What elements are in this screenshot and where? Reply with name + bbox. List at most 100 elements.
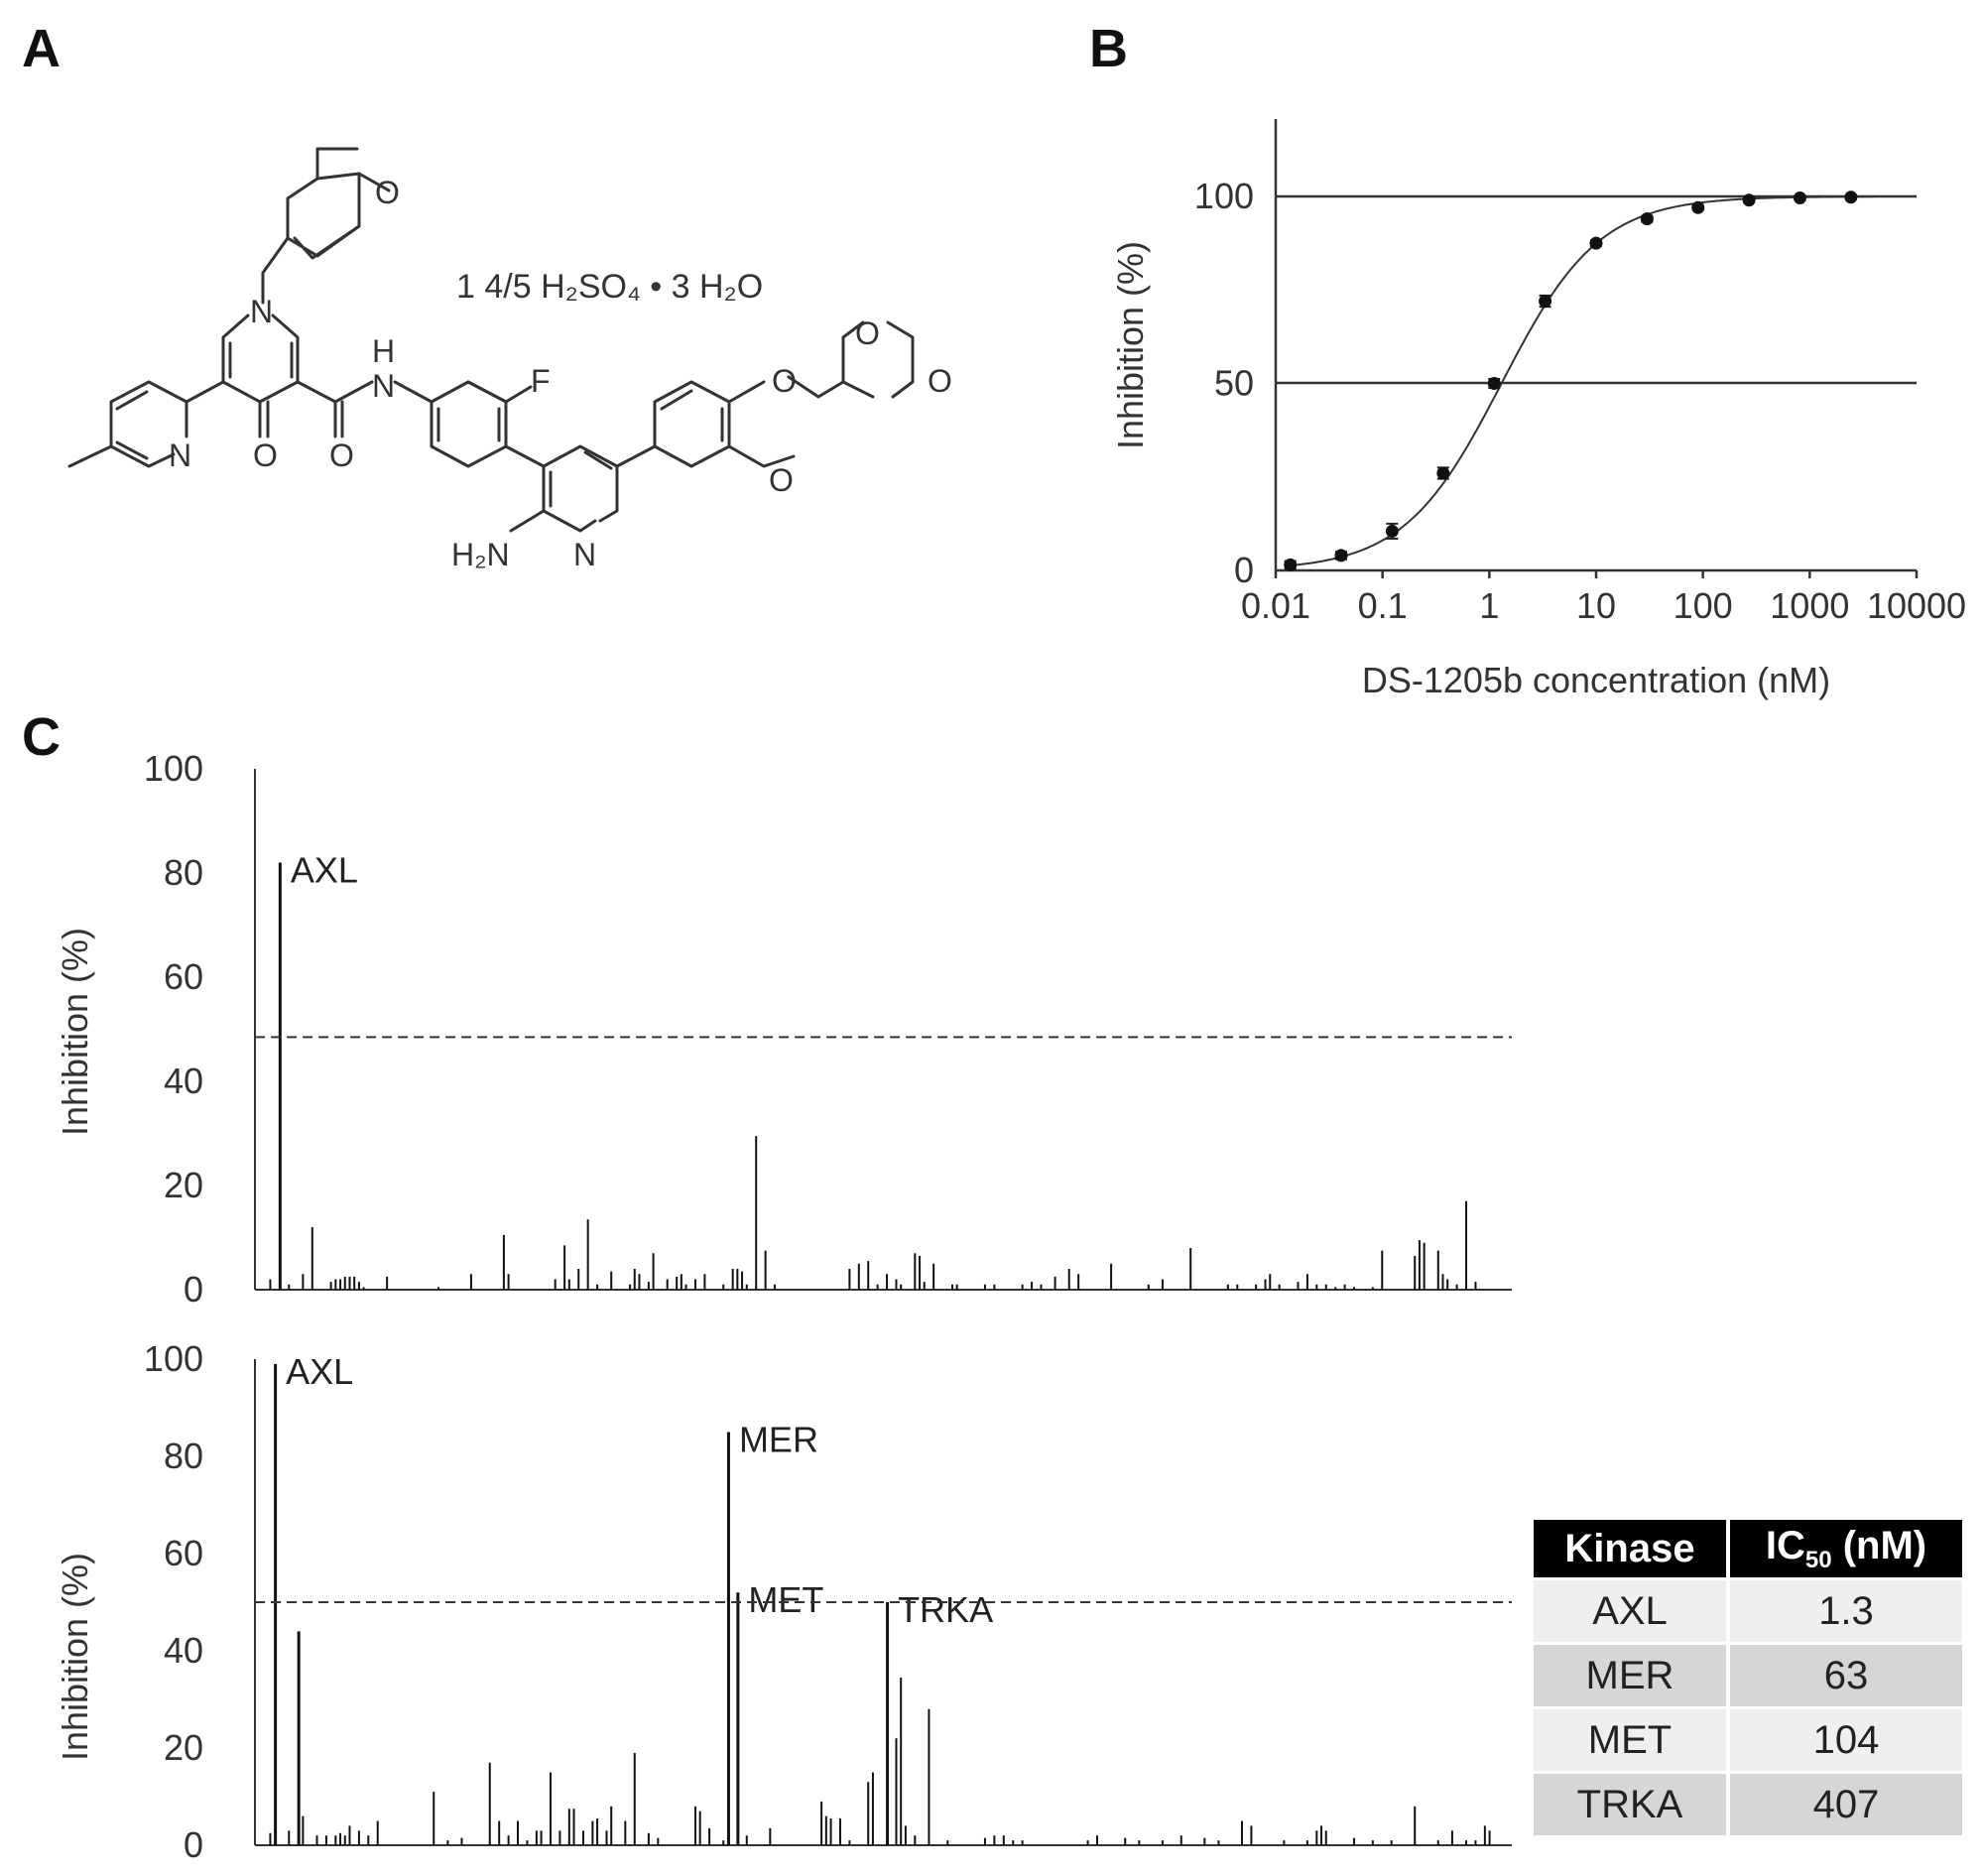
y-axis-title: Inhibition (%) <box>55 928 95 1136</box>
bar <box>1250 1825 1253 1845</box>
ic50-value: 407 <box>1726 1771 1962 1835</box>
bar <box>460 1837 463 1845</box>
y-tick-label: 0 <box>184 1824 203 1865</box>
bar <box>1236 1284 1239 1290</box>
bar <box>1021 1284 1024 1290</box>
bar <box>1353 1837 1356 1845</box>
bar <box>572 1809 575 1845</box>
bar <box>684 1284 687 1290</box>
bar <box>1179 1835 1182 1845</box>
header-ic50: IC50 (nM) <box>1726 1520 1962 1579</box>
bar <box>357 1282 360 1290</box>
data-point <box>1487 377 1501 390</box>
bar <box>1189 1248 1192 1290</box>
bar <box>1040 1284 1043 1290</box>
bar <box>638 1274 641 1290</box>
kinase-name: MER <box>1534 1642 1728 1708</box>
bar <box>895 1279 898 1290</box>
bar <box>596 1284 599 1290</box>
bar <box>1446 1279 1449 1290</box>
y-tick-label: 40 <box>164 1061 203 1101</box>
bar <box>274 1363 278 1845</box>
bar <box>581 1830 584 1845</box>
atom-label: O <box>375 175 400 210</box>
bar <box>1465 1840 1468 1845</box>
bar <box>928 1708 930 1845</box>
data-point <box>1589 236 1603 250</box>
bar <box>1305 1274 1308 1290</box>
atom-label: N <box>169 438 191 473</box>
ic50-value: 1.3 <box>1726 1577 1962 1644</box>
salt-formula: 1 4/5 H₂SO₄ • 3 H₂O <box>456 268 763 306</box>
x-tick-label: 1000 <box>1770 585 1849 626</box>
y-tick-label: 100 <box>144 1338 203 1379</box>
bar <box>1324 1284 1327 1290</box>
bar <box>745 1835 748 1845</box>
kinase-name: AXL <box>1534 1577 1728 1644</box>
bar <box>1414 1806 1417 1845</box>
atom-label: O <box>928 363 952 399</box>
bar <box>343 1276 346 1290</box>
bar <box>343 1835 346 1845</box>
bar <box>722 1840 725 1845</box>
bar <box>666 1279 669 1290</box>
bar <box>647 1832 650 1845</box>
y-tick-label: 50 <box>1214 363 1254 404</box>
bar <box>867 1261 870 1290</box>
bar <box>507 1274 510 1290</box>
bar <box>1465 1200 1468 1290</box>
bar <box>1343 1284 1346 1290</box>
bar <box>278 862 282 1290</box>
bar <box>1305 1840 1308 1845</box>
x-tick-label: 10 <box>1576 585 1616 626</box>
bar <box>288 1284 291 1290</box>
bar <box>1297 1282 1300 1290</box>
bar <box>1203 1837 1206 1845</box>
bar <box>900 1677 903 1845</box>
bar <box>1054 1276 1056 1290</box>
bar <box>1436 1840 1439 1845</box>
bar <box>610 1806 613 1845</box>
bar <box>558 1830 561 1845</box>
bar <box>624 1820 627 1845</box>
bar <box>693 1279 696 1290</box>
bar <box>736 1592 740 1845</box>
bar <box>633 1269 636 1290</box>
table-row: TRKA 407 <box>1534 1771 1962 1835</box>
bar <box>722 1284 725 1290</box>
bar <box>1414 1255 1417 1290</box>
atom-label: N <box>372 368 395 404</box>
bar <box>1086 1840 1089 1845</box>
bar <box>302 1274 305 1290</box>
bar <box>329 1282 332 1290</box>
atom-label: H₂N <box>451 537 510 572</box>
bar <box>1278 1284 1281 1290</box>
y-axis-title: Inhibition (%) <box>1110 241 1151 449</box>
kinase-name: MET <box>1534 1706 1728 1773</box>
ic50-value: 63 <box>1726 1642 1962 1708</box>
y-tick-label: 100 <box>144 748 203 789</box>
bar <box>310 1227 313 1290</box>
kinase-bar-chart-bottom: AXL MER MET TRKA 0 20 40 60 80 100 Inhibition (%… <box>55 1338 1512 1865</box>
bar <box>657 1837 660 1845</box>
bar <box>1255 1284 1258 1290</box>
bar <box>549 1772 552 1845</box>
bar <box>983 1837 986 1845</box>
y-tick-label: 20 <box>164 1165 203 1205</box>
data-point <box>1334 549 1348 563</box>
bar <box>886 1602 890 1845</box>
atom-label: O <box>769 462 794 498</box>
bar <box>339 1279 342 1290</box>
bar <box>498 1820 501 1845</box>
atom-label: O <box>253 438 278 473</box>
bar <box>334 1835 337 1845</box>
bar <box>904 1825 907 1845</box>
bar <box>1269 1274 1272 1290</box>
bar <box>1315 1830 1318 1845</box>
bar <box>610 1271 613 1290</box>
bar <box>914 1253 917 1290</box>
bar <box>633 1752 636 1845</box>
bar <box>1012 1840 1015 1845</box>
bar <box>1226 1284 1229 1290</box>
panel-c-label: C <box>22 707 61 767</box>
